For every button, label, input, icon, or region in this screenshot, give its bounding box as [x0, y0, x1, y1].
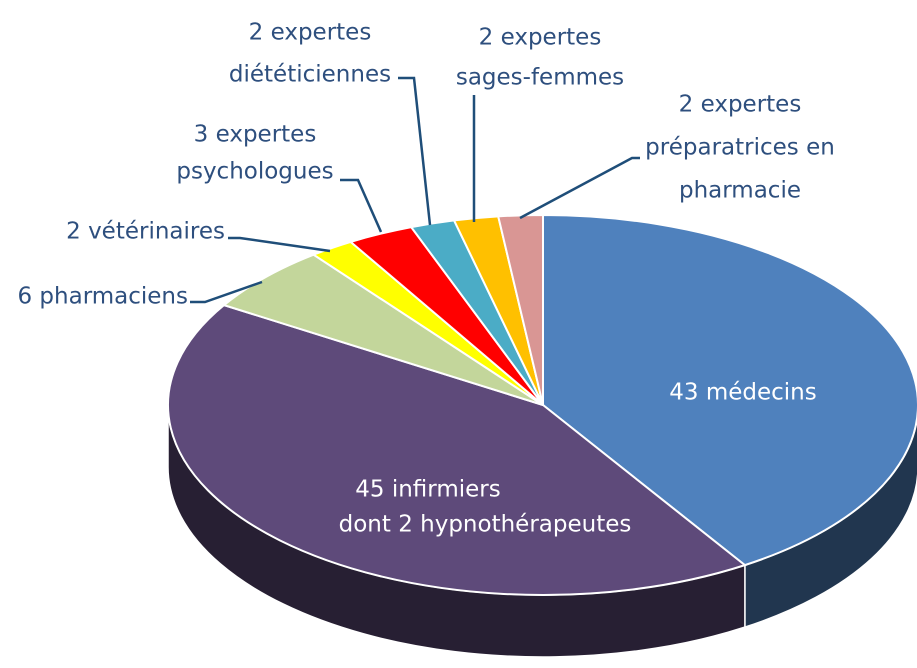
slice-label: diététiciennes	[229, 62, 391, 88]
pie-slices	[167, 213, 917, 596]
leader-line	[398, 76, 432, 226]
leader-line	[228, 236, 331, 253]
leader-line	[190, 280, 263, 304]
leader-line	[340, 178, 383, 233]
slice-label: préparatrices en	[645, 135, 835, 161]
slice-label: dont 2 hypnothérapeutes	[339, 512, 632, 538]
slice-label: psychologues	[176, 159, 333, 185]
slice-label: 2 expertes	[679, 92, 802, 118]
slice-label: sages-femmes	[456, 65, 624, 91]
slice-label: 2 expertes	[479, 25, 602, 51]
slice-label: 43 médecins	[669, 380, 816, 406]
slice-label: 2 expertes	[249, 20, 372, 46]
slice-label: 2 vétérinaires	[66, 219, 225, 245]
pie-slice	[167, 304, 747, 596]
slice-label: 6 pharmaciens	[17, 284, 188, 310]
leader-lines	[190, 76, 640, 304]
labels: 43 médecins 45 infirmiers dont 2 hypnothér…	[17, 20, 834, 538]
slice-label: 45 infirmiers	[355, 477, 500, 503]
pie-slice	[221, 253, 544, 406]
pie-slice	[542, 213, 917, 567]
leader-line	[519, 156, 640, 220]
slice-label: 3 expertes	[194, 122, 317, 148]
slice-label: pharmacie	[679, 178, 801, 204]
pie-slice	[496, 213, 544, 406]
